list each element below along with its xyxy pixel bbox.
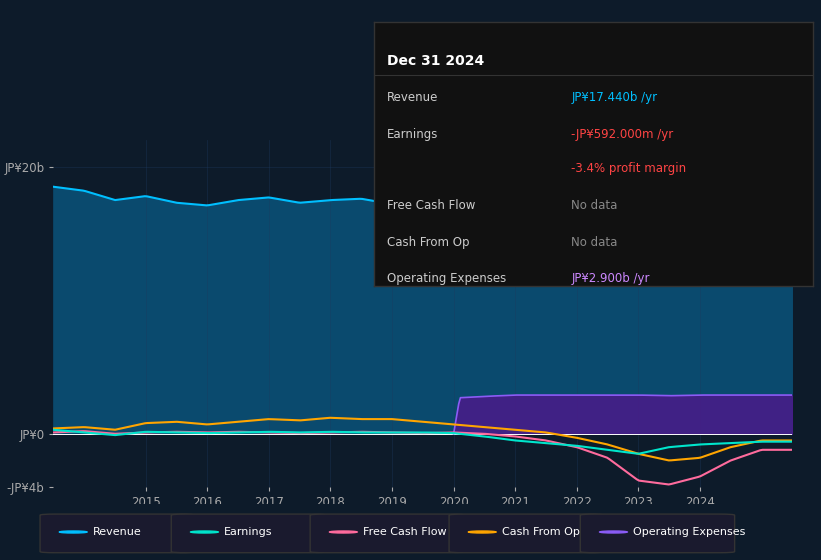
FancyBboxPatch shape xyxy=(40,514,195,553)
Circle shape xyxy=(59,531,87,533)
Text: -3.4% profit margin: -3.4% profit margin xyxy=(571,162,686,175)
FancyBboxPatch shape xyxy=(172,514,326,553)
Text: JP¥17.440b /yr: JP¥17.440b /yr xyxy=(571,91,658,104)
Text: Earnings: Earnings xyxy=(387,128,438,141)
Text: Revenue: Revenue xyxy=(387,91,438,104)
Text: Operating Expenses: Operating Expenses xyxy=(387,273,506,286)
Text: Earnings: Earnings xyxy=(224,527,273,537)
Circle shape xyxy=(468,531,496,533)
FancyBboxPatch shape xyxy=(580,514,735,553)
Circle shape xyxy=(599,531,627,533)
Text: Cash From Op: Cash From Op xyxy=(502,527,580,537)
Text: Free Cash Flow: Free Cash Flow xyxy=(387,199,475,212)
Circle shape xyxy=(329,531,357,533)
Text: Free Cash Flow: Free Cash Flow xyxy=(363,527,447,537)
Text: No data: No data xyxy=(571,199,617,212)
Text: Dec 31 2024: Dec 31 2024 xyxy=(387,54,484,68)
Text: Operating Expenses: Operating Expenses xyxy=(633,527,745,537)
Circle shape xyxy=(190,531,218,533)
FancyBboxPatch shape xyxy=(449,514,603,553)
Text: Cash From Op: Cash From Op xyxy=(387,236,470,249)
FancyBboxPatch shape xyxy=(310,514,465,553)
Text: JP¥2.900b /yr: JP¥2.900b /yr xyxy=(571,273,649,286)
Text: Revenue: Revenue xyxy=(93,527,141,537)
Text: -JP¥592.000m /yr: -JP¥592.000m /yr xyxy=(571,128,673,141)
Text: No data: No data xyxy=(571,236,617,249)
